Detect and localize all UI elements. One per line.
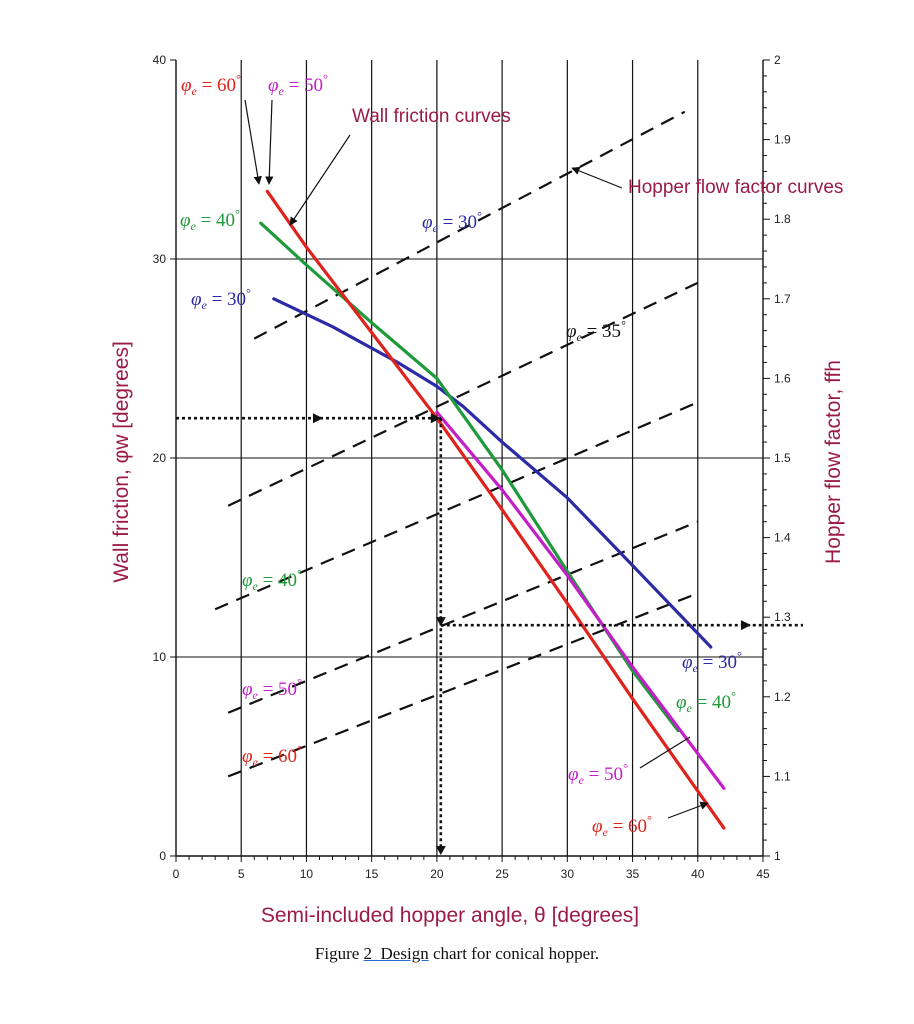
x-tick-label: 45: [756, 867, 770, 881]
curve-label: φe = 60°: [592, 813, 652, 839]
x-tick-label: 10: [300, 867, 314, 881]
pointer-arrow: [571, 166, 623, 189]
curve-label: φe = 50°: [568, 761, 628, 787]
example-path-arrowhead: [435, 846, 446, 855]
caption-rest: chart for conical hopper.: [428, 944, 600, 963]
pointer-arrow: [667, 801, 709, 819]
wall-friction-curves-label: Wall friction curves: [352, 106, 511, 127]
y2-tick-label: 1: [774, 849, 781, 863]
y2-tick-label: 1.7: [774, 292, 791, 306]
example-path-arrowhead: [741, 620, 751, 631]
x-tick-label: 0: [173, 867, 180, 881]
curve-label: φe = 60°: [242, 743, 302, 769]
y2-tick-label: 1.1: [774, 769, 791, 783]
wall-friction-curve: [259, 221, 680, 733]
caption-number: 2: [363, 944, 373, 963]
y2-tick-label: 2: [774, 53, 781, 67]
example-path-arrowhead: [312, 413, 323, 424]
y2-tick-label: 1.6: [774, 371, 791, 385]
y-axis-title: Wall friction, φw [degrees]: [110, 341, 133, 583]
y-tick-label: 40: [153, 53, 167, 67]
x-tick-label: 30: [561, 867, 575, 881]
example-path-arrowhead: [430, 413, 441, 424]
example-path: [176, 413, 803, 855]
y-tick-label: 10: [153, 650, 167, 664]
flow-factor-curve: [227, 281, 699, 507]
x-tick-label: 15: [365, 867, 379, 881]
x-tick-label: 35: [626, 867, 640, 881]
y2-tick-label: 1.4: [774, 531, 791, 545]
caption-underlined: Design: [372, 944, 429, 963]
curve-label: φe = 50°: [242, 676, 302, 702]
y2-tick-label: 1.3: [774, 610, 791, 624]
y-tick-label: 20: [153, 451, 167, 465]
x-tick-label: 40: [691, 867, 705, 881]
x-tick-label: 5: [238, 867, 245, 881]
y2-axis-title: Hopper flow factor, ffh: [822, 360, 845, 564]
y2-tick-label: 1.2: [774, 690, 791, 704]
wall-friction-curves: [259, 189, 726, 830]
wall-friction-curve: [272, 297, 713, 649]
curve-labels: φe = 60° φe = 50° φe = 40° φe = 30° φe = 30°…: [180, 72, 742, 839]
wall-friction-curve: [435, 410, 726, 790]
curve-label: φe = 30°: [682, 649, 742, 675]
pointer-line: [639, 736, 691, 769]
curve-label: φe = 40°: [676, 689, 736, 715]
pointer-arrow: [289, 134, 351, 226]
flow-factor-curve: [214, 401, 699, 611]
curve-label: φe = 30°: [422, 209, 482, 235]
flow-factor-curves-label: Hopper flow factor curves: [628, 177, 843, 198]
axes: 0 5 10 15 20 25 30 35 40 45 0 10 20 30 40 1 1.1 1.2 1.3 1.4…: [153, 53, 791, 881]
flow-factor-curve: [253, 110, 686, 340]
y-tick-label: 30: [153, 252, 167, 266]
y-tick-label: 0: [159, 849, 166, 863]
grid: [176, 60, 763, 856]
curve-label: φe = 60°: [181, 72, 241, 98]
curve-label: φe = 50°: [268, 72, 328, 98]
figure-caption: Figure 2 Design chart for conical hopper…: [0, 944, 914, 964]
curve-label: φe = 40°: [180, 207, 240, 233]
curve-label: φe = 40°: [242, 567, 302, 593]
y2-tick-label: 1.5: [774, 451, 791, 465]
pointer-arrow: [265, 99, 274, 185]
pointer-arrow: [244, 99, 262, 185]
design-chart: 0 5 10 15 20 25 30 35 40 45 0 10 20 30 40 1 1.1 1.2 1.3 1.4…: [110, 53, 845, 927]
wall-friction-curve: [265, 189, 726, 830]
y2-tick-label: 1.9: [774, 133, 791, 147]
x-tick-label: 20: [430, 867, 444, 881]
caption-prefix: Figure: [314, 944, 364, 963]
example-path-arrowhead: [435, 617, 446, 627]
x-axis-title: Semi-included hopper angle, θ [degrees]: [261, 904, 639, 927]
curve-label: φe = 30°: [191, 286, 251, 312]
flow-factor-curve: [227, 592, 699, 778]
y2-tick-label: 1.8: [774, 212, 791, 226]
x-tick-label: 25: [495, 867, 509, 881]
curve-label: φe = 35°: [566, 318, 626, 344]
